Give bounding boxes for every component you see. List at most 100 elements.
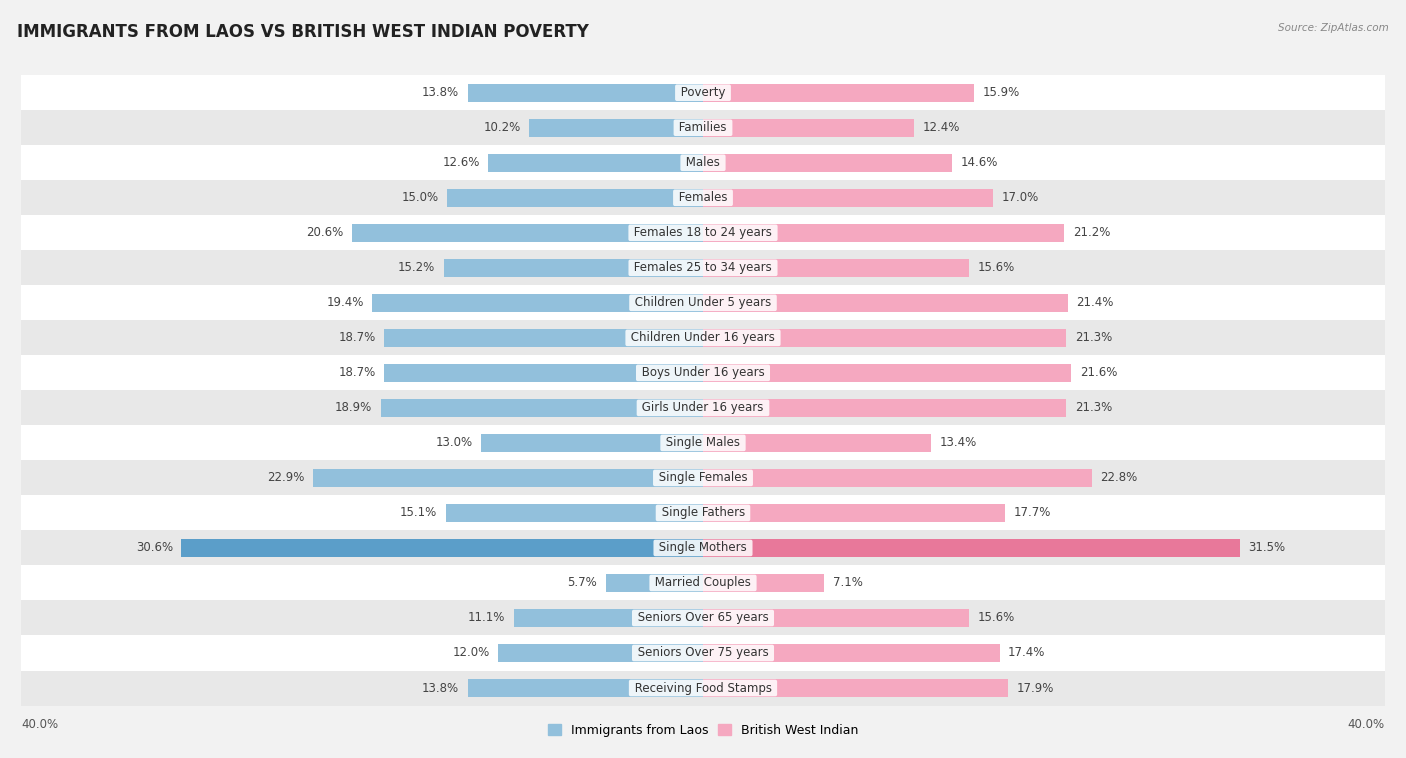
- Text: 12.4%: 12.4%: [922, 121, 960, 134]
- Bar: [21, 425, 1385, 460]
- Text: 13.0%: 13.0%: [436, 437, 472, 449]
- Text: 21.3%: 21.3%: [1074, 331, 1112, 344]
- Text: 7.1%: 7.1%: [832, 577, 862, 590]
- Text: Families: Families: [675, 121, 731, 134]
- Text: 17.7%: 17.7%: [1014, 506, 1050, 519]
- Bar: [352, 224, 703, 242]
- Text: 17.0%: 17.0%: [1001, 191, 1039, 204]
- Bar: [444, 258, 703, 277]
- Text: Children Under 16 years: Children Under 16 years: [627, 331, 779, 344]
- Bar: [468, 83, 703, 102]
- Bar: [703, 609, 969, 627]
- Text: Boys Under 16 years: Boys Under 16 years: [638, 366, 768, 379]
- Text: Seniors Over 75 years: Seniors Over 75 years: [634, 647, 772, 659]
- Text: Poverty: Poverty: [676, 86, 730, 99]
- Bar: [513, 609, 703, 627]
- Bar: [529, 119, 703, 137]
- Text: 10.2%: 10.2%: [484, 121, 520, 134]
- Text: 22.8%: 22.8%: [1101, 471, 1137, 484]
- Bar: [21, 110, 1385, 146]
- Text: 31.5%: 31.5%: [1249, 541, 1285, 554]
- Text: Children Under 5 years: Children Under 5 years: [631, 296, 775, 309]
- Text: 21.2%: 21.2%: [1073, 227, 1111, 240]
- Bar: [384, 364, 703, 382]
- Text: 20.6%: 20.6%: [307, 227, 343, 240]
- Bar: [21, 600, 1385, 635]
- Text: Married Couples: Married Couples: [651, 577, 755, 590]
- Text: 22.9%: 22.9%: [267, 471, 304, 484]
- Text: Single Males: Single Males: [662, 437, 744, 449]
- Bar: [703, 294, 1067, 312]
- Text: Seniors Over 65 years: Seniors Over 65 years: [634, 612, 772, 625]
- Text: 18.7%: 18.7%: [339, 366, 375, 379]
- Text: Females: Females: [675, 191, 731, 204]
- Bar: [21, 285, 1385, 321]
- Bar: [21, 496, 1385, 531]
- Bar: [21, 565, 1385, 600]
- Text: Males: Males: [682, 156, 724, 169]
- Text: IMMIGRANTS FROM LAOS VS BRITISH WEST INDIAN POVERTY: IMMIGRANTS FROM LAOS VS BRITISH WEST IND…: [17, 23, 589, 41]
- Text: Single Mothers: Single Mothers: [655, 541, 751, 554]
- Text: 12.0%: 12.0%: [453, 647, 489, 659]
- Text: Females 25 to 34 years: Females 25 to 34 years: [630, 262, 776, 274]
- Text: 15.6%: 15.6%: [977, 612, 1015, 625]
- Text: 15.2%: 15.2%: [398, 262, 436, 274]
- Bar: [21, 671, 1385, 706]
- Bar: [703, 539, 1240, 557]
- Text: 11.1%: 11.1%: [468, 612, 505, 625]
- Text: 18.7%: 18.7%: [339, 331, 375, 344]
- Text: Source: ZipAtlas.com: Source: ZipAtlas.com: [1278, 23, 1389, 33]
- Bar: [703, 329, 1066, 347]
- Text: 5.7%: 5.7%: [568, 577, 598, 590]
- Bar: [606, 574, 703, 592]
- Text: 13.4%: 13.4%: [941, 437, 977, 449]
- Bar: [21, 215, 1385, 250]
- Text: Females 18 to 24 years: Females 18 to 24 years: [630, 227, 776, 240]
- Bar: [384, 329, 703, 347]
- Bar: [703, 224, 1064, 242]
- Bar: [21, 321, 1385, 356]
- Text: 15.9%: 15.9%: [983, 86, 1019, 99]
- Bar: [481, 434, 703, 452]
- Text: 15.1%: 15.1%: [399, 506, 437, 519]
- Bar: [21, 460, 1385, 496]
- Bar: [21, 180, 1385, 215]
- Bar: [21, 390, 1385, 425]
- Bar: [703, 399, 1066, 417]
- Text: Girls Under 16 years: Girls Under 16 years: [638, 402, 768, 415]
- Text: 40.0%: 40.0%: [1348, 718, 1385, 731]
- Text: 21.6%: 21.6%: [1080, 366, 1118, 379]
- Bar: [499, 644, 703, 662]
- Bar: [703, 189, 993, 207]
- Bar: [312, 468, 703, 487]
- Text: 13.8%: 13.8%: [422, 681, 460, 694]
- Bar: [21, 75, 1385, 110]
- Bar: [373, 294, 703, 312]
- Bar: [381, 399, 703, 417]
- Bar: [703, 504, 1005, 522]
- Bar: [488, 154, 703, 172]
- Bar: [21, 635, 1385, 671]
- Bar: [21, 146, 1385, 180]
- Bar: [446, 504, 703, 522]
- Bar: [703, 679, 1008, 697]
- Text: Single Fathers: Single Fathers: [658, 506, 748, 519]
- Bar: [703, 434, 931, 452]
- Text: 21.3%: 21.3%: [1074, 402, 1112, 415]
- Text: 17.4%: 17.4%: [1008, 647, 1046, 659]
- Text: 21.4%: 21.4%: [1077, 296, 1114, 309]
- Bar: [703, 574, 824, 592]
- Text: 40.0%: 40.0%: [21, 718, 58, 731]
- Text: 12.6%: 12.6%: [443, 156, 479, 169]
- Bar: [703, 364, 1071, 382]
- Bar: [21, 531, 1385, 565]
- Text: 13.8%: 13.8%: [422, 86, 460, 99]
- Bar: [703, 644, 1000, 662]
- Bar: [703, 83, 974, 102]
- Bar: [447, 189, 703, 207]
- Bar: [703, 468, 1091, 487]
- Text: Receiving Food Stamps: Receiving Food Stamps: [631, 681, 775, 694]
- Bar: [21, 356, 1385, 390]
- Bar: [703, 154, 952, 172]
- Text: 19.4%: 19.4%: [326, 296, 364, 309]
